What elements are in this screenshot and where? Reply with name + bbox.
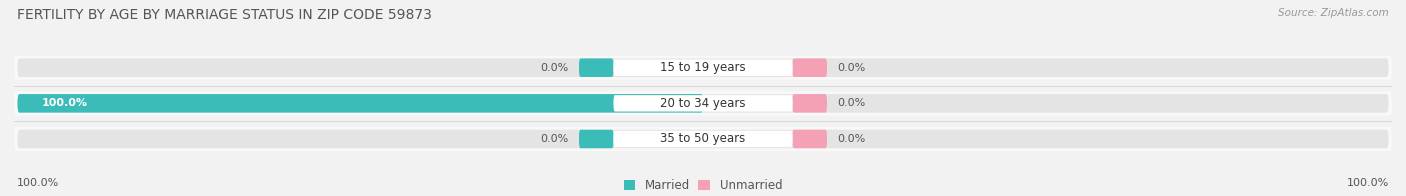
Text: FERTILITY BY AGE BY MARRIAGE STATUS IN ZIP CODE 59873: FERTILITY BY AGE BY MARRIAGE STATUS IN Z…	[17, 8, 432, 22]
Text: 0.0%: 0.0%	[838, 134, 866, 144]
Text: 100.0%: 100.0%	[42, 98, 87, 108]
Text: 20 to 34 years: 20 to 34 years	[661, 97, 745, 110]
Text: 0.0%: 0.0%	[540, 134, 568, 144]
FancyBboxPatch shape	[793, 130, 827, 148]
FancyBboxPatch shape	[14, 56, 1392, 80]
Text: 15 to 19 years: 15 to 19 years	[661, 61, 745, 74]
FancyBboxPatch shape	[17, 94, 1389, 113]
Text: 0.0%: 0.0%	[838, 63, 866, 73]
FancyBboxPatch shape	[17, 130, 1389, 148]
FancyBboxPatch shape	[14, 127, 1392, 151]
FancyBboxPatch shape	[613, 60, 793, 76]
FancyBboxPatch shape	[17, 58, 1389, 77]
Text: 0.0%: 0.0%	[838, 98, 866, 108]
FancyBboxPatch shape	[613, 95, 793, 112]
Text: Source: ZipAtlas.com: Source: ZipAtlas.com	[1278, 8, 1389, 18]
FancyBboxPatch shape	[17, 94, 703, 113]
FancyBboxPatch shape	[14, 91, 1392, 115]
FancyBboxPatch shape	[793, 94, 827, 113]
FancyBboxPatch shape	[613, 131, 793, 147]
Text: 0.0%: 0.0%	[540, 63, 568, 73]
FancyBboxPatch shape	[579, 130, 613, 148]
FancyBboxPatch shape	[793, 58, 827, 77]
Text: 100.0%: 100.0%	[1347, 178, 1389, 188]
Legend: Married, Unmarried: Married, Unmarried	[624, 179, 782, 192]
FancyBboxPatch shape	[579, 58, 613, 77]
Text: 35 to 50 years: 35 to 50 years	[661, 132, 745, 145]
Text: 100.0%: 100.0%	[17, 178, 59, 188]
